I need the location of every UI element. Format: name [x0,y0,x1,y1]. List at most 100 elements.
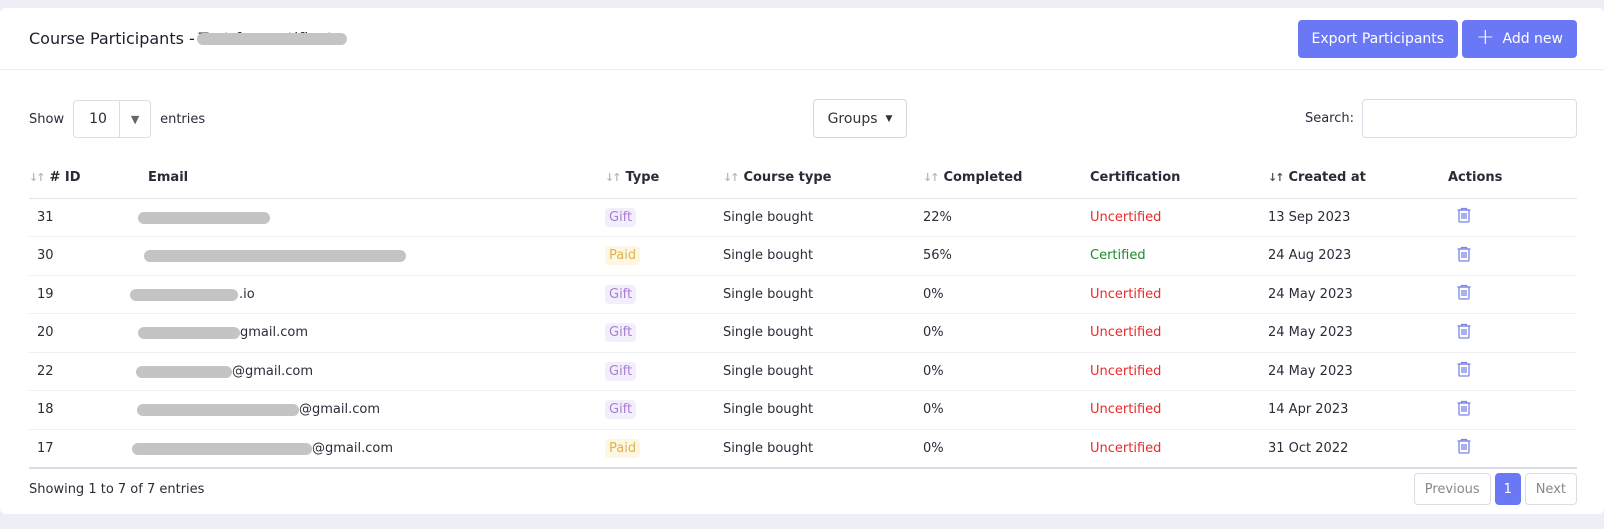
cell-created-at: 24 May 2023 [1253,352,1429,391]
cell-type: Gift [579,390,697,430]
type-badge: Gift [605,400,637,420]
redacted-email [138,327,240,339]
trash-icon[interactable] [1455,206,1473,224]
sort-arrows-icon: ↓↑ [923,171,940,185]
trash-icon[interactable] [1455,322,1473,340]
redacted-email [144,250,406,262]
cell-email: @gmail.com [119,429,579,469]
next-page-button[interactable]: Next [1524,473,1577,505]
sort-arrows-icon: ↓↑ [605,171,622,185]
trash-icon[interactable] [1455,245,1473,263]
cell-created-at: 31 Oct 2022 [1253,429,1429,469]
search-input[interactable] [1362,99,1577,138]
trash-icon[interactable] [1455,360,1473,378]
cell-type: Gift [579,275,697,314]
page-button-1[interactable]: 1 [1494,473,1521,505]
cell-email [119,198,579,237]
cell-actions [1429,275,1577,314]
redacted-email [137,404,299,416]
entries-per-page-select[interactable]: 10 ▼ [73,100,152,138]
type-badge: Gift [605,361,637,381]
groups-dropdown-button[interactable]: Groups ▼ [813,99,907,138]
search-label: Search: [1304,111,1354,126]
table-controls: Show 10 ▼ entries Groups ▼ Search: [0,70,1604,160]
cell-actions [1429,236,1577,276]
page-title-text: Course Participants - [29,29,195,48]
caret-down-icon: ▼ [885,113,893,124]
add-new-button[interactable]: + Add new [1462,19,1577,58]
table-row: 20 gmail.com Gift Single bought 0% Uncer… [29,313,1577,353]
sort-desc-icon: ↓↑ [1268,171,1285,185]
participants-table: ↓↑ # ID Email ↓↑ Type ↓↑ Course type ↓↑ Comp… [29,158,1577,469]
page-title: Course Participants - Test for certifica… [29,29,348,48]
column-header-completed[interactable]: ↓↑ Completed [897,158,1085,199]
entries-label: entries [160,111,206,127]
column-header-course-type[interactable]: ↓↑ Course type [697,158,897,199]
table-row: 19 .io Gift Single bought 0% Uncertified… [29,275,1577,314]
column-header-type[interactable]: ↓↑ Type [579,158,697,199]
redacted-email [132,442,312,455]
cell-course-type: Single bought [697,275,897,314]
cell-course-type: Single bought [697,429,897,469]
cell-certification: Uncertified [1085,390,1253,430]
table-row: 30 Paid Single bought 56% Certified 24 A… [29,236,1577,276]
cell-id: 17 [29,429,119,469]
redacted-email [138,211,270,224]
cell-certification: Certified [1085,236,1253,276]
card-header: Course Participants - Test for certifica… [0,8,1604,70]
show-label: Show [29,111,65,127]
type-badge: Paid [605,438,641,458]
cell-created-at: 24 Aug 2023 [1253,236,1429,276]
redacted-email [130,288,238,301]
trash-icon[interactable] [1455,437,1473,455]
cell-type: Paid [579,236,697,276]
cell-email: gmail.com [119,313,579,353]
column-header-id[interactable]: ↓↑ # ID [29,158,119,199]
type-badge: Gift [605,323,637,343]
cell-certification: Uncertified [1085,429,1253,469]
cell-id: 31 [29,198,119,237]
header-actions: Export Participants + Add new [1297,19,1577,58]
cell-course-type: Single bought [697,313,897,353]
type-badge: Gift [605,207,637,227]
column-header-created-at[interactable]: ↓↑ Created at [1253,158,1429,199]
cell-completed: 0% [897,429,1085,469]
cell-id: 30 [29,236,119,276]
cell-email: @gmail.com [119,352,579,391]
redacted-email [136,365,232,378]
cell-id: 20 [29,313,119,353]
sort-arrows-icon: ↓↑ [29,171,46,185]
table-footer: Showing 1 to 7 of 7 entries Previous 1 N… [29,473,1577,505]
export-participants-button[interactable]: Export Participants [1297,19,1459,58]
cell-actions [1429,390,1577,430]
column-header-actions: Actions [1429,158,1577,199]
cell-actions [1429,198,1577,237]
search-control: Search: [1305,99,1577,138]
cell-certification: Uncertified [1085,275,1253,314]
cell-email: @gmail.com [119,390,579,430]
cell-course-type: Single bought [697,236,897,276]
cell-created-at: 24 May 2023 [1253,313,1429,353]
cell-id: 18 [29,390,119,430]
entries-per-page-value: 10 [89,111,107,127]
length-control: Show 10 ▼ entries [29,100,205,138]
type-badge: Paid [605,246,641,266]
column-header-email: Email [119,158,579,199]
pagination: Previous 1 Next [1413,473,1577,505]
plus-icon: + [1476,24,1495,50]
cell-type: Gift [579,198,697,237]
previous-page-button[interactable]: Previous [1413,473,1491,505]
cell-id: 22 [29,352,119,391]
course-name-redacted: Test for certificate [196,29,348,48]
sort-arrows-icon: ↓↑ [723,171,740,185]
trash-icon[interactable] [1455,399,1473,417]
cell-email [119,236,579,276]
cell-type: Paid [579,429,697,469]
cell-completed: 0% [897,313,1085,353]
cell-actions [1429,429,1577,469]
cell-email: .io [119,275,579,314]
cell-actions [1429,313,1577,353]
caret-down-icon: ▼ [119,101,150,137]
cell-completed: 22% [897,198,1085,237]
trash-icon[interactable] [1455,283,1473,301]
